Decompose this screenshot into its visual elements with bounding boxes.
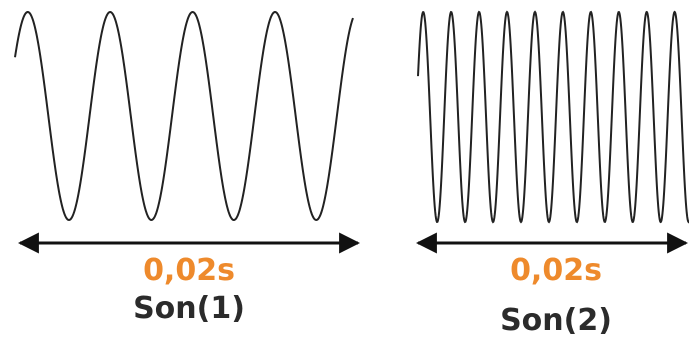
sound-2-waveform	[417, 10, 689, 224]
sound-2-panel: 0,02s Son(2)	[415, 10, 689, 338]
sound-1-panel: 0,02s Son(1)	[14, 10, 361, 326]
sound-2-name-label: Son(2)	[500, 303, 612, 338]
sound-1-duration-label: 0,02s	[143, 253, 235, 288]
sound-1-name-label: Son(1)	[133, 291, 245, 326]
sound-2-duration-label: 0,02s	[510, 253, 602, 288]
sound-1-waveform	[14, 10, 354, 222]
